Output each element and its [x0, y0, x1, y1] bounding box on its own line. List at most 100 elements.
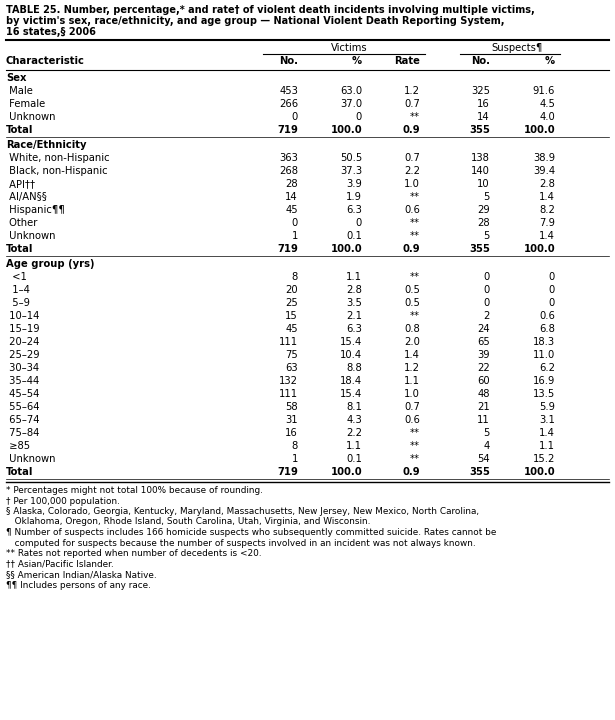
Text: 2.8: 2.8 — [539, 179, 555, 189]
Text: 2.0: 2.0 — [404, 337, 420, 347]
Text: 63.0: 63.0 — [340, 86, 362, 96]
Text: 8: 8 — [292, 272, 298, 282]
Text: 0: 0 — [355, 112, 362, 122]
Text: 1.9: 1.9 — [346, 192, 362, 202]
Text: 0.5: 0.5 — [404, 298, 420, 308]
Text: ≥85: ≥85 — [6, 441, 30, 451]
Text: 15.2: 15.2 — [533, 454, 555, 464]
Text: 2.8: 2.8 — [346, 285, 362, 295]
Text: 15: 15 — [285, 311, 298, 321]
Text: 11: 11 — [477, 415, 490, 425]
Text: 5–9: 5–9 — [6, 298, 30, 308]
Text: 1.4: 1.4 — [539, 428, 555, 438]
Text: 0.9: 0.9 — [402, 244, 420, 254]
Text: 1.0: 1.0 — [404, 389, 420, 399]
Text: Hispanic¶¶: Hispanic¶¶ — [6, 205, 65, 215]
Text: Black, non-Hispanic: Black, non-Hispanic — [6, 166, 108, 176]
Text: Male: Male — [6, 86, 33, 96]
Text: 13.5: 13.5 — [533, 389, 555, 399]
Text: 5.9: 5.9 — [539, 402, 555, 412]
Text: AI/AN§§: AI/AN§§ — [6, 192, 47, 202]
Text: 719: 719 — [277, 125, 298, 135]
Text: 100.0: 100.0 — [523, 244, 555, 254]
Text: 2: 2 — [483, 311, 490, 321]
Text: **: ** — [410, 218, 420, 228]
Text: 35–44: 35–44 — [6, 376, 39, 386]
Text: 45: 45 — [285, 205, 298, 215]
Text: 325: 325 — [471, 86, 490, 96]
Text: 111: 111 — [279, 389, 298, 399]
Text: 2.2: 2.2 — [346, 428, 362, 438]
Text: 3.5: 3.5 — [346, 298, 362, 308]
Text: 2.2: 2.2 — [404, 166, 420, 176]
Text: 1–4: 1–4 — [6, 285, 30, 295]
Text: ** Rates not reported when number of decedents is <20.: ** Rates not reported when number of dec… — [6, 549, 261, 558]
Text: 50.5: 50.5 — [339, 153, 362, 163]
Text: 28: 28 — [285, 179, 298, 189]
Text: Rate: Rate — [394, 56, 420, 66]
Text: 38.9: 38.9 — [533, 153, 555, 163]
Text: 363: 363 — [279, 153, 298, 163]
Text: 20–24: 20–24 — [6, 337, 39, 347]
Text: %: % — [352, 56, 362, 66]
Text: 1.2: 1.2 — [404, 363, 420, 373]
Text: by victim's sex, race/ethnicity, and age group — National Violent Death Reportin: by victim's sex, race/ethnicity, and age… — [6, 16, 504, 26]
Text: 0: 0 — [549, 298, 555, 308]
Text: **: ** — [410, 454, 420, 464]
Text: 0.5: 0.5 — [404, 285, 420, 295]
Text: 10–14: 10–14 — [6, 311, 39, 321]
Text: 0: 0 — [484, 285, 490, 295]
Text: †† Asian/Pacific Islander.: †† Asian/Pacific Islander. — [6, 559, 114, 569]
Text: **: ** — [410, 112, 420, 122]
Text: 1.0: 1.0 — [404, 179, 420, 189]
Text: 6.2: 6.2 — [539, 363, 555, 373]
Text: White, non-Hispanic: White, non-Hispanic — [6, 153, 109, 163]
Text: 1.4: 1.4 — [404, 350, 420, 360]
Text: TABLE 25. Number, percentage,* and rate† of violent death incidents involving mu: TABLE 25. Number, percentage,* and rate†… — [6, 5, 535, 15]
Text: Unknown: Unknown — [6, 112, 55, 122]
Text: 8: 8 — [292, 441, 298, 451]
Text: 45–54: 45–54 — [6, 389, 39, 399]
Text: 31: 31 — [285, 415, 298, 425]
Text: 6.3: 6.3 — [346, 205, 362, 215]
Text: <1: <1 — [6, 272, 27, 282]
Text: 8.1: 8.1 — [346, 402, 362, 412]
Text: 355: 355 — [469, 125, 490, 135]
Text: 0.9: 0.9 — [402, 467, 420, 477]
Text: 18.3: 18.3 — [533, 337, 555, 347]
Text: 0.7: 0.7 — [404, 153, 420, 163]
Text: Total: Total — [6, 244, 33, 254]
Text: 37.3: 37.3 — [340, 166, 362, 176]
Text: Age group (yrs): Age group (yrs) — [6, 259, 95, 269]
Text: 1.2: 1.2 — [404, 86, 420, 96]
Text: 0: 0 — [484, 298, 490, 308]
Text: 100.0: 100.0 — [330, 467, 362, 477]
Text: 132: 132 — [279, 376, 298, 386]
Text: 266: 266 — [279, 99, 298, 109]
Text: § Alaska, Colorado, Georgia, Kentucky, Maryland, Massachusetts, New Jersey, New : § Alaska, Colorado, Georgia, Kentucky, M… — [6, 507, 479, 516]
Text: 75: 75 — [285, 350, 298, 360]
Text: * Percentages might not total 100% because of rounding.: * Percentages might not total 100% becau… — [6, 486, 263, 495]
Text: 100.0: 100.0 — [330, 244, 362, 254]
Text: 1.1: 1.1 — [346, 272, 362, 282]
Text: API††: API†† — [6, 179, 35, 189]
Text: 6.8: 6.8 — [539, 324, 555, 334]
Text: 1: 1 — [292, 454, 298, 464]
Text: 4.0: 4.0 — [539, 112, 555, 122]
Text: 111: 111 — [279, 337, 298, 347]
Text: 16: 16 — [285, 428, 298, 438]
Text: 0: 0 — [292, 218, 298, 228]
Text: 719: 719 — [277, 467, 298, 477]
Text: Characteristic: Characteristic — [6, 56, 85, 66]
Text: 4.3: 4.3 — [346, 415, 362, 425]
Text: 60: 60 — [477, 376, 490, 386]
Text: 1.4: 1.4 — [539, 231, 555, 241]
Text: 65: 65 — [477, 337, 490, 347]
Text: 0.8: 0.8 — [404, 324, 420, 334]
Text: 25–29: 25–29 — [6, 350, 39, 360]
Text: Female: Female — [6, 99, 46, 109]
Text: 1.4: 1.4 — [539, 192, 555, 202]
Text: 21: 21 — [477, 402, 490, 412]
Text: computed for suspects because the number of suspects involved in an incident was: computed for suspects because the number… — [6, 539, 475, 547]
Text: 1.1: 1.1 — [346, 441, 362, 451]
